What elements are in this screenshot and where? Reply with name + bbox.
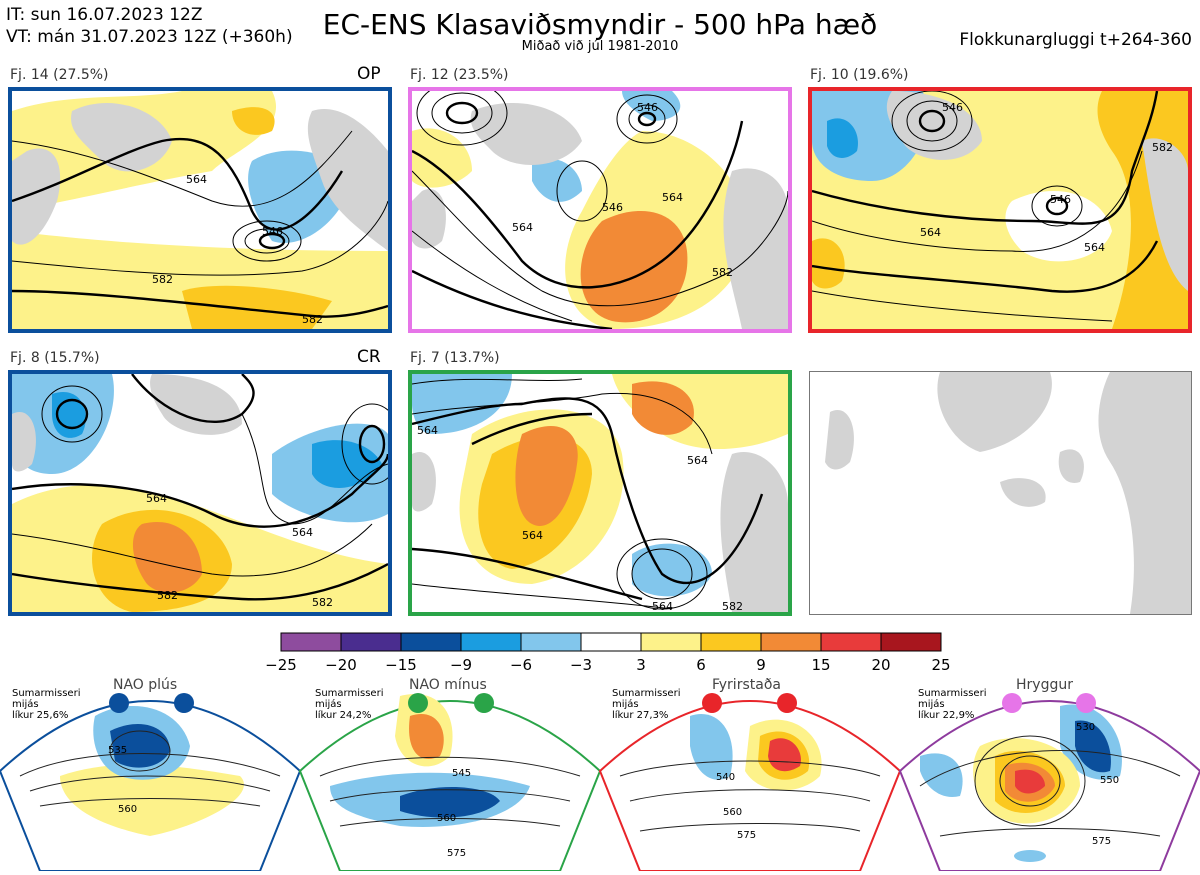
colorbar-tick-label: −20 [325,656,357,674]
panel-4-label: Fj. 8 (15.7%) [10,350,100,366]
contour-label: 546 [602,201,623,214]
colorbar-swatch [400,632,462,652]
colorbar-swatch [340,632,402,652]
contour-label: 564 [186,173,207,186]
colorbar-swatch [640,632,702,652]
regime-2-contour: 545 [452,768,472,779]
contour-label: 582 [1152,141,1173,154]
contour-label: 546 [1050,193,1071,206]
contour-label: 564 [512,221,533,234]
regime-3-title: Fyrirstaða [712,677,781,693]
contour-label: 582 [722,600,743,612]
regime-4-contour: 575 [1092,836,1112,847]
contour-label: 546 [637,101,658,114]
colorbar-tick-label: 9 [756,656,766,674]
colorbar-swatch [460,632,522,652]
cluster-map-3: 546 546 564 564 582 [808,87,1192,333]
contour-label: 582 [152,273,173,286]
contour-label: 582 [157,589,178,602]
regime-2-note: Sumarmisseri mijás líkur 24,2% [315,688,384,721]
cluster-map-4: 564 564 582 582 [8,370,392,616]
regime-2-contour: 560 [437,813,457,824]
regime-1-title: NAO plús [113,677,178,693]
valid-time: VT: mán 31.07.2023 12Z (+360h) [6,27,293,47]
cluster-map-2: 564 564 546 546 582 [408,87,792,333]
colorbar-tick-label: 3 [636,656,646,674]
contour-label: 564 [920,226,941,239]
regime-nao-plus [0,699,302,872]
regime-1-note: Sumarmisseri mijás líkur 25,6% [12,688,81,721]
colorbar-swatch [880,632,942,652]
regime-1-contour: 535 [108,745,128,756]
regime-ridge [898,699,1200,872]
cluster-map-5: 564 564 564 564 582 [408,370,792,616]
contour-label: 564 [146,492,167,505]
regime-3-note: Sumarmisseri mijás líkur 27,3% [612,688,681,721]
regime-3-contour: 575 [737,830,757,841]
regime-4-contour: 550 [1100,775,1120,786]
regime-blocking [598,699,902,872]
colorbar-swatch [520,632,582,652]
init-time: IT: sun 16.07.2023 12Z [6,5,203,25]
colorbar-tick-label: 20 [871,656,891,674]
contour-label: 582 [712,266,733,279]
colorbar-tick-label: 15 [811,656,831,674]
colorbar-tick-label: 6 [696,656,706,674]
colorbar-tick-label: −15 [385,656,417,674]
regime-4-note: Sumarmisseri mijás líkur 22,9% [918,688,987,721]
panel-3-label: Fj. 10 (19.6%) [810,67,909,83]
panel-4-tag: CR [357,347,381,367]
colorbar-tick-label: −3 [569,656,593,674]
page-title: EC-ENS Klasaviðsmyndir - 500 hPa hæð [322,8,878,41]
regime-2-contour: 575 [447,848,467,859]
contour-label: 564 [522,529,543,542]
regime-4-contour: 530 [1076,722,1096,733]
colorbar-tick-label: −25 [265,656,297,674]
anomaly-colorbar [280,632,943,656]
contour-label: 564 [652,600,673,612]
colorbar-swatch [760,632,822,652]
header-dates: IT: sun 16.07.2023 12Z VT: mán 31.07.202… [6,4,293,48]
colorbar-swatch [580,632,642,652]
panel-1-tag: OP [357,64,381,84]
contour-label: 564 [292,526,313,539]
contour-label: 564 [417,424,438,437]
contour-label: 582 [312,596,333,609]
contour-label: 564 [1084,241,1105,254]
regime-row [0,676,1200,872]
contour-label: 546 [262,225,283,238]
panel-5-label: Fj. 7 (13.7%) [410,350,500,366]
contour-label: 582 [302,313,323,326]
page-subtitle: Miðað við júl 1981-2010 [521,39,679,54]
colorbar-tick-label: −9 [449,656,473,674]
regime-4-title: Hryggur [1016,677,1073,693]
regime-2-title: NAO mínus [409,677,487,693]
panel-1-label: Fj. 14 (27.5%) [10,67,109,83]
contour-label: 564 [662,191,683,204]
blank-map [809,371,1192,615]
regime-nao-minus [298,694,602,872]
colorbar-tick-label: 25 [931,656,951,674]
contour-label: 564 [687,454,708,467]
colorbar-swatch [700,632,762,652]
regime-3-contour: 560 [723,807,743,818]
colorbar-swatch [280,632,342,652]
contour-label: 546 [942,101,963,114]
regime-1-contour: 560 [118,804,138,815]
regime-3-contour: 540 [716,772,736,783]
colorbar-swatch [820,632,882,652]
panel-2-label: Fj. 12 (23.5%) [410,67,509,83]
classification-window: Flokkunargluggi t+264-360 [959,30,1192,50]
cluster-map-1: 564 546 582 582 [8,87,392,333]
colorbar-tick-label: −6 [509,656,533,674]
